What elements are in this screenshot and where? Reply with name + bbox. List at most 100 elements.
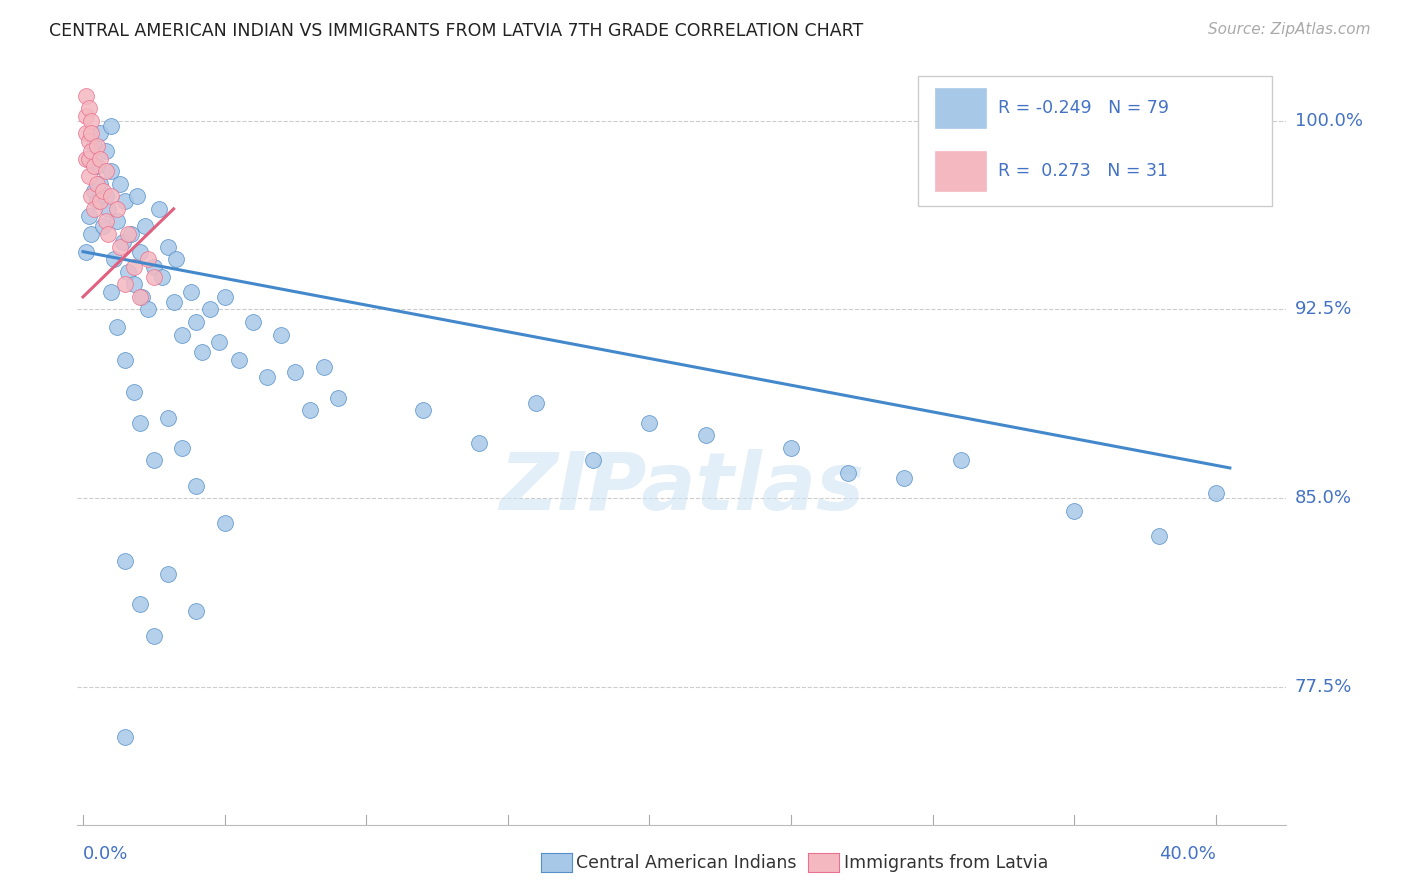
Point <box>100 285 122 299</box>
Point <box>837 466 859 480</box>
Point <box>117 265 139 279</box>
Point <box>128 416 150 430</box>
Point <box>172 441 194 455</box>
Text: 0.0%: 0.0% <box>83 846 128 863</box>
Point <box>89 152 111 166</box>
Point <box>75 88 97 103</box>
Point <box>122 277 145 292</box>
Point <box>94 189 117 203</box>
Point <box>103 252 125 267</box>
Point <box>780 441 803 455</box>
Point <box>80 144 103 158</box>
Point <box>80 127 103 141</box>
Point <box>77 101 100 115</box>
Bar <box>935 88 987 128</box>
Point <box>75 109 97 123</box>
Text: ZIPatlas: ZIPatlas <box>499 449 865 526</box>
Point <box>142 630 165 644</box>
Text: 40.0%: 40.0% <box>1159 846 1216 863</box>
Point <box>94 144 117 158</box>
Point <box>89 177 111 191</box>
Point <box>200 302 222 317</box>
Point <box>97 227 120 241</box>
Point <box>77 134 100 148</box>
Text: Source: ZipAtlas.com: Source: ZipAtlas.com <box>1208 22 1371 37</box>
Text: R = -0.249   N = 79: R = -0.249 N = 79 <box>998 99 1168 117</box>
Point <box>77 152 100 166</box>
Point <box>83 202 105 216</box>
Point <box>108 239 131 253</box>
Point <box>80 113 103 128</box>
Point <box>949 453 972 467</box>
Point <box>695 428 717 442</box>
Point <box>89 194 111 209</box>
Point <box>114 352 136 367</box>
Point <box>242 315 264 329</box>
Point <box>1205 486 1227 500</box>
Point <box>105 214 128 228</box>
Text: R =  0.273   N = 31: R = 0.273 N = 31 <box>998 162 1167 180</box>
Point <box>80 189 103 203</box>
Point <box>228 352 250 367</box>
Point <box>142 260 165 274</box>
Point <box>214 290 236 304</box>
Point <box>80 227 103 241</box>
Point <box>148 202 170 216</box>
Point <box>142 269 165 284</box>
Text: 92.5%: 92.5% <box>1295 301 1353 318</box>
Point <box>1147 529 1170 543</box>
Point <box>128 597 150 611</box>
Bar <box>918 76 1272 206</box>
Point <box>412 403 434 417</box>
Point <box>191 345 214 359</box>
Point <box>114 277 136 292</box>
Point <box>156 410 179 425</box>
Text: Central American Indians: Central American Indians <box>576 854 797 871</box>
Point <box>83 159 105 173</box>
Point <box>326 391 349 405</box>
Point <box>105 320 128 334</box>
Point <box>91 184 114 198</box>
Point <box>136 302 159 317</box>
Point <box>120 227 142 241</box>
Point <box>77 169 100 184</box>
Point <box>156 566 179 581</box>
Point <box>97 202 120 216</box>
Point <box>162 295 184 310</box>
Point <box>893 471 915 485</box>
Point <box>100 189 122 203</box>
Point <box>186 315 208 329</box>
Point <box>1063 504 1085 518</box>
Point <box>105 202 128 216</box>
Point <box>94 214 117 228</box>
Point <box>86 159 108 173</box>
Point <box>468 435 491 450</box>
Point <box>75 152 97 166</box>
Point <box>270 327 292 342</box>
Point <box>83 184 105 198</box>
Point <box>312 360 335 375</box>
Point <box>156 239 179 253</box>
Point <box>136 252 159 267</box>
Point <box>134 219 156 234</box>
Point <box>114 194 136 209</box>
Point <box>208 335 231 350</box>
Point <box>298 403 321 417</box>
Point <box>142 453 165 467</box>
Point <box>165 252 187 267</box>
Point <box>111 235 134 249</box>
Text: CENTRAL AMERICAN INDIAN VS IMMIGRANTS FROM LATVIA 7TH GRADE CORRELATION CHART: CENTRAL AMERICAN INDIAN VS IMMIGRANTS FR… <box>49 22 863 40</box>
Point <box>180 285 202 299</box>
Point <box>100 119 122 133</box>
Point <box>524 395 547 409</box>
Point <box>83 139 105 153</box>
Point <box>77 152 100 166</box>
Point <box>75 244 97 259</box>
Point <box>114 554 136 568</box>
Text: 77.5%: 77.5% <box>1295 678 1353 696</box>
Point <box>128 244 150 259</box>
Point <box>100 164 122 178</box>
Point <box>214 516 236 531</box>
Point <box>582 453 605 467</box>
Point <box>108 177 131 191</box>
